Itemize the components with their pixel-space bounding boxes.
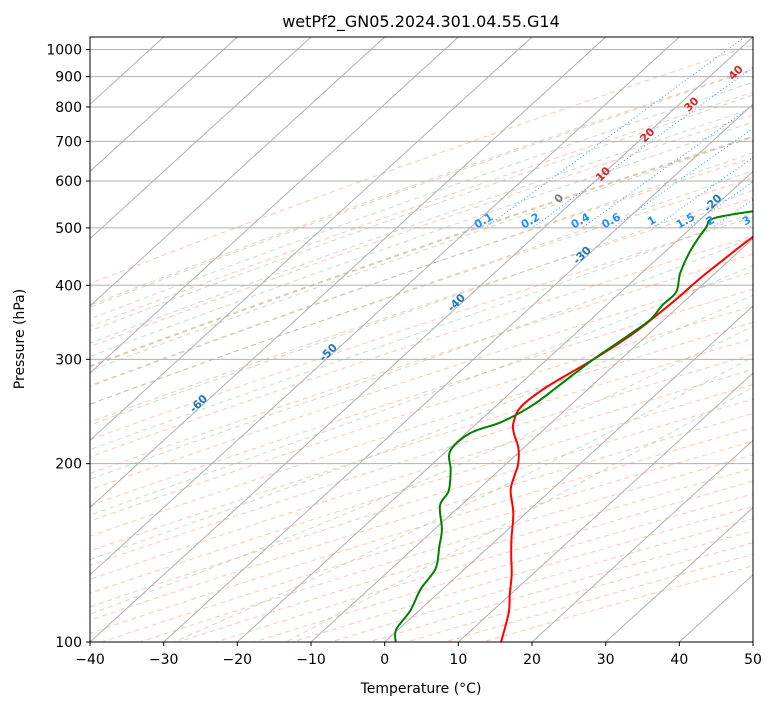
gridlines <box>90 37 753 642</box>
chart-title: wetPf2_GN05.2024.301.04.55.G14 <box>282 12 560 32</box>
x-tick-label: 40 <box>670 652 688 668</box>
isotherm-line <box>90 37 312 240</box>
profiles <box>394 210 753 642</box>
x-tick-label: −40 <box>75 652 105 668</box>
y-tick-label: 400 <box>55 278 82 294</box>
dry-adiabat-line <box>90 68 753 306</box>
dry-adiabat-line <box>90 44 753 285</box>
isotherm-line <box>90 37 680 576</box>
x-tick-label: 0 <box>380 652 389 668</box>
mixing-ratio-line <box>687 181 753 229</box>
moist-adiabat-line <box>90 81 753 320</box>
isotherm-line <box>90 37 607 509</box>
isotherm-line <box>531 439 753 642</box>
isotherm-line <box>90 37 753 642</box>
y-tick-label: 500 <box>55 221 82 237</box>
dry-adiabat-line <box>90 369 753 580</box>
y-tick-label: 100 <box>55 635 82 651</box>
moist-adiabat-line <box>90 107 753 344</box>
isotherm-line <box>236 170 753 642</box>
dry-adiabat-line <box>444 553 753 642</box>
dry-adiabat-line <box>90 288 753 507</box>
x-tick-label: 10 <box>449 652 467 668</box>
y-tick-label: 1000 <box>46 43 82 59</box>
y-tick-label: 700 <box>55 134 82 150</box>
isotherm-line <box>90 37 459 374</box>
dry-adiabat-line <box>90 427 753 634</box>
moist-adiabat-line <box>90 69 753 308</box>
moist-adiabat-line <box>90 121 753 357</box>
dry-adiabat-line <box>90 337 753 552</box>
dry-adiabat-line <box>90 235 753 458</box>
isotherm-line <box>457 372 753 642</box>
moist-adiabat-line <box>90 237 753 480</box>
moist-adiabat-line <box>90 136 753 372</box>
isotherm-line <box>384 305 753 642</box>
moist-adiabat-line <box>90 325 753 615</box>
mixing-ratio-line <box>531 66 753 229</box>
isotherm-line <box>90 37 386 307</box>
dewpoint-profile-line <box>394 210 753 642</box>
x-tick-label: −20 <box>223 652 253 668</box>
y-tick-label: 600 <box>55 174 82 190</box>
dry-adiabat-line <box>406 542 753 642</box>
x-tick-label: 50 <box>744 652 762 668</box>
dry-adiabat-line <box>254 493 753 642</box>
y-tick-label: 300 <box>55 352 82 368</box>
mixing-ratio-line <box>581 104 753 229</box>
x-axis: −40 −30 −20 −10 0 10 20 30 40 50 <box>75 642 762 668</box>
mixing-ratio-line <box>485 37 746 229</box>
isotherm-label: -60 <box>187 392 210 415</box>
isotherm-label: -30 <box>570 244 593 267</box>
x-tick-label: 30 <box>597 652 615 668</box>
moist-adiabat-label: 0 <box>552 191 567 206</box>
dry-adiabat-line <box>292 505 753 642</box>
isopleth-labels: -100-90-80-70-60-50-40-30-20-100.10.20.4… <box>187 63 775 416</box>
moist-adiabat-label: 30 <box>682 94 702 114</box>
x-axis-label: Temperature (°C) <box>360 681 482 697</box>
dry-adiabat-line <box>90 253 753 475</box>
dry-adiabat-line <box>90 114 753 348</box>
isotherm-line <box>163 103 753 642</box>
temperature-profile-line <box>500 235 753 642</box>
isotherm-label: -50 <box>317 341 340 364</box>
y-axis: 1000 900 800 700 600 500 400 300 200 100 <box>46 43 90 651</box>
plot-frame <box>89 36 754 643</box>
dry-adiabat-line <box>177 467 753 642</box>
isotherm-label: -20 <box>701 191 724 214</box>
isotherm-line <box>605 506 753 642</box>
moist-adiabat-line <box>173 356 753 642</box>
isotherm-label: -40 <box>445 291 468 314</box>
isotherm-line <box>90 37 238 173</box>
moist-adiabat-line <box>90 212 753 451</box>
moist-adiabat-label: 40 <box>726 63 746 83</box>
moist-adiabat-line <box>90 169 753 405</box>
x-tick-label: −10 <box>296 652 326 668</box>
mixing-ratio-line <box>748 224 753 229</box>
mixing-ratio-label: 3 <box>740 213 753 228</box>
isotherm-line <box>90 37 533 442</box>
isotherm-line <box>310 237 753 642</box>
y-tick-label: 900 <box>55 70 82 86</box>
dry-adiabat-line <box>482 565 753 642</box>
y-tick-label: 800 <box>55 100 82 116</box>
y-axis-label: Pressure (hPa) <box>12 289 28 389</box>
mixing-ratio-line <box>612 127 753 229</box>
x-tick-label: −30 <box>149 652 179 668</box>
mixing-ratio-label: 4 <box>767 213 775 228</box>
x-tick-label: 20 <box>523 652 541 668</box>
dry-adiabat-line <box>90 197 753 423</box>
isotherm-line <box>752 641 753 642</box>
y-tick-label: 200 <box>55 457 82 473</box>
dry-adiabat-line <box>90 383 753 594</box>
